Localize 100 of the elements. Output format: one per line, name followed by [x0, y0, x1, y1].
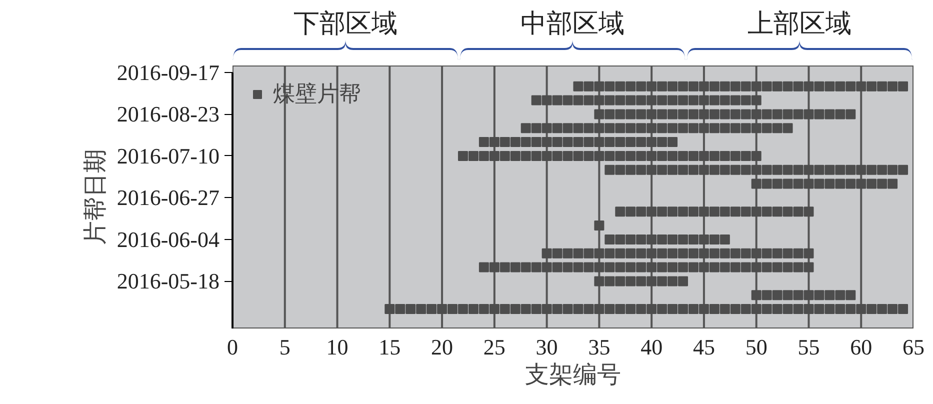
point: [384, 304, 395, 314]
point: [678, 109, 688, 120]
point: [793, 262, 804, 272]
point: [552, 123, 562, 134]
point: [793, 304, 804, 314]
point: [751, 262, 762, 272]
point: [657, 248, 668, 258]
x-tick-label: 10: [326, 334, 348, 360]
point: [552, 137, 562, 148]
point: [782, 81, 793, 92]
point: [615, 262, 626, 272]
point: [709, 95, 720, 106]
point: [573, 150, 584, 161]
point: [740, 150, 751, 161]
point: [762, 81, 772, 92]
point: [772, 178, 782, 189]
x-tick-label: 35: [588, 334, 610, 360]
point: [636, 304, 646, 314]
point: [782, 178, 793, 189]
point: [573, 123, 584, 134]
point: [698, 150, 709, 161]
point: [458, 304, 468, 314]
point: [584, 262, 594, 272]
point: [709, 150, 720, 161]
point: [824, 304, 835, 314]
point: [531, 137, 542, 148]
point: [604, 262, 615, 272]
point: [615, 304, 626, 314]
point: [646, 137, 657, 148]
point: [678, 95, 688, 106]
point: [804, 81, 814, 92]
point: [604, 164, 615, 175]
point: [814, 109, 824, 120]
point: [804, 178, 814, 189]
point: [626, 206, 636, 217]
point: [678, 123, 688, 134]
point: [877, 164, 888, 175]
point: [772, 304, 782, 314]
point: [458, 150, 468, 161]
point: [688, 123, 698, 134]
point: [793, 178, 804, 189]
point: [835, 290, 846, 300]
point: [698, 81, 709, 92]
point: [782, 109, 793, 120]
point: [678, 150, 688, 161]
point: [594, 109, 604, 120]
point: [646, 248, 657, 258]
point: [720, 248, 730, 258]
point: [604, 248, 615, 258]
point: [636, 262, 646, 272]
point: [426, 304, 437, 314]
point: [793, 109, 804, 120]
point: [615, 150, 626, 161]
y-tick-label: 2016-06-04: [116, 226, 220, 252]
point: [500, 304, 510, 314]
text: 上部区域: [748, 8, 852, 38]
point: [646, 304, 657, 314]
point: [888, 178, 898, 189]
x-tick-label: 55: [798, 334, 820, 360]
point: [678, 164, 688, 175]
point: [478, 150, 489, 161]
point: [688, 109, 698, 120]
point: [562, 123, 573, 134]
point: [520, 262, 531, 272]
point: [730, 150, 740, 161]
point: [866, 81, 877, 92]
point: [626, 123, 636, 134]
point: [510, 304, 520, 314]
point: [709, 206, 720, 217]
x-tick-label: 0: [227, 334, 238, 360]
point: [668, 206, 678, 217]
point: [804, 206, 814, 217]
point: [804, 164, 814, 175]
point: [804, 290, 814, 300]
point: [793, 248, 804, 258]
point: [835, 81, 846, 92]
point: [636, 248, 646, 258]
point: [657, 304, 668, 314]
point: [657, 150, 668, 161]
point: [646, 81, 657, 92]
point: [751, 164, 762, 175]
point: [615, 95, 626, 106]
y-tick-label: 2016-05-18: [116, 268, 220, 294]
point: [604, 304, 615, 314]
point: [657, 95, 668, 106]
point: [604, 81, 615, 92]
point: [678, 206, 688, 217]
point: [730, 123, 740, 134]
point: [751, 123, 762, 134]
point: [824, 164, 835, 175]
point: [730, 248, 740, 258]
point: [751, 81, 762, 92]
point: [657, 262, 668, 272]
point: [615, 276, 626, 286]
point: [740, 109, 751, 120]
point: [478, 262, 489, 272]
point: [615, 234, 626, 244]
point: [709, 262, 720, 272]
point: [772, 206, 782, 217]
point: [657, 123, 668, 134]
